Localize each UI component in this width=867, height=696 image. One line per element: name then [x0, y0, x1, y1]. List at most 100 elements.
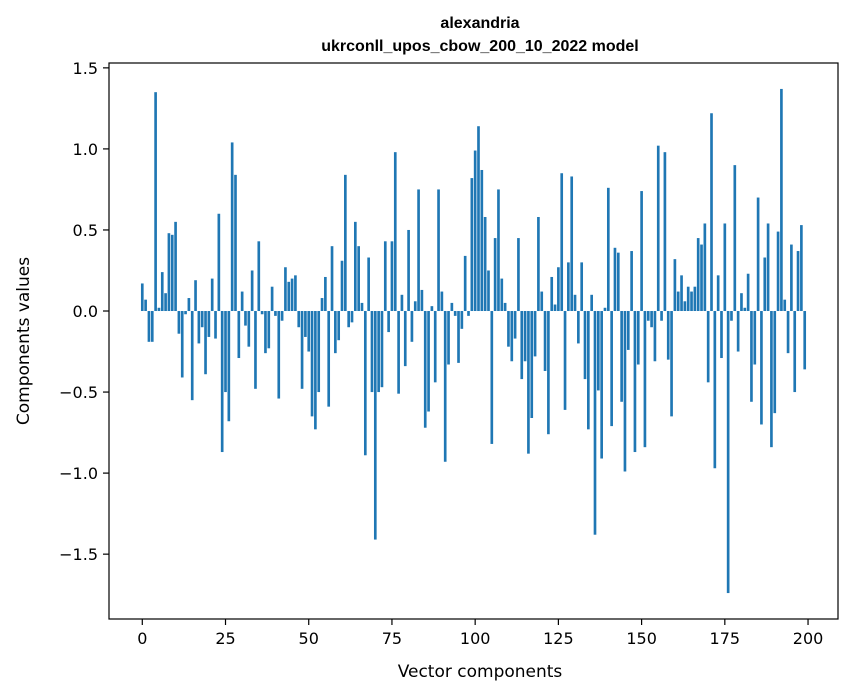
bar — [577, 311, 580, 344]
bar — [646, 311, 650, 321]
bar — [690, 291, 693, 312]
bar — [300, 311, 304, 389]
bar — [723, 223, 727, 312]
bar — [234, 174, 237, 312]
bar — [800, 225, 803, 312]
bar — [710, 113, 713, 312]
bar — [570, 176, 574, 312]
bar — [297, 311, 301, 328]
bar — [613, 247, 617, 312]
bar — [620, 311, 623, 402]
bar — [254, 311, 257, 389]
bar — [184, 311, 187, 315]
bar — [410, 311, 414, 342]
bar — [580, 262, 584, 312]
bar — [477, 126, 480, 312]
y-tick-label: −0.5 — [59, 383, 98, 402]
bar — [150, 311, 154, 342]
bar — [623, 311, 627, 472]
bar — [650, 311, 653, 328]
bar — [210, 278, 214, 312]
bar — [467, 311, 470, 316]
y-tick-label: −1.0 — [59, 464, 98, 483]
bar — [560, 173, 564, 312]
bar — [480, 169, 484, 312]
y-tick-label: 1.0 — [73, 140, 98, 159]
bar — [596, 311, 600, 391]
bar — [170, 234, 174, 312]
bar — [324, 276, 327, 312]
bar — [207, 311, 211, 337]
x-tick-label: 75 — [382, 629, 402, 648]
bar — [610, 311, 613, 427]
bar — [400, 294, 404, 312]
bar — [523, 311, 527, 362]
bar — [527, 311, 530, 454]
bar — [250, 270, 254, 312]
bar — [603, 307, 607, 312]
chart-title: alexandria — [440, 15, 519, 32]
bar — [230, 142, 234, 312]
x-axis-label: Vector components — [398, 662, 563, 682]
bar — [144, 299, 147, 312]
bar — [420, 289, 424, 312]
bar — [327, 311, 331, 407]
bar — [390, 241, 394, 312]
bar — [590, 294, 594, 312]
bar — [280, 311, 284, 321]
bar — [517, 238, 520, 312]
bar — [194, 280, 197, 312]
x-tick-label: 25 — [215, 629, 235, 648]
bar — [287, 281, 291, 312]
bar — [746, 273, 750, 312]
bar — [600, 311, 603, 459]
bar — [393, 152, 397, 312]
bar — [803, 311, 807, 370]
bar — [510, 311, 514, 362]
bar — [147, 311, 151, 342]
bar — [683, 301, 687, 312]
bar — [493, 238, 497, 312]
bar — [756, 197, 760, 312]
bar — [200, 311, 204, 328]
bar — [573, 294, 577, 312]
bar — [706, 311, 710, 383]
bar — [750, 311, 753, 402]
bar — [350, 311, 354, 323]
bar — [686, 286, 690, 312]
bar — [320, 298, 324, 312]
bar — [553, 304, 557, 312]
bar — [630, 251, 633, 312]
bar — [264, 311, 267, 354]
bar — [363, 311, 367, 456]
bar — [640, 191, 643, 312]
bar — [770, 311, 773, 448]
bar — [503, 302, 507, 312]
bar — [780, 88, 783, 312]
bar — [440, 291, 444, 312]
bar — [703, 223, 707, 312]
bar — [537, 216, 540, 312]
bar — [663, 152, 667, 312]
bar — [793, 311, 797, 393]
bar — [676, 291, 680, 312]
bar — [736, 311, 740, 352]
bar — [626, 311, 630, 350]
bar — [317, 311, 321, 393]
bar — [567, 262, 570, 312]
bar — [583, 311, 587, 380]
x-tick-label: 100 — [460, 629, 491, 648]
bar — [204, 311, 207, 375]
bar — [387, 311, 390, 333]
bar — [447, 311, 450, 365]
bar — [307, 311, 311, 352]
bar — [190, 311, 194, 401]
bar — [347, 311, 351, 328]
bar — [470, 178, 474, 312]
bar — [796, 251, 800, 312]
bar — [776, 231, 780, 312]
bar — [304, 311, 307, 337]
bar — [277, 311, 281, 399]
bar — [606, 187, 610, 312]
bar — [187, 298, 191, 312]
